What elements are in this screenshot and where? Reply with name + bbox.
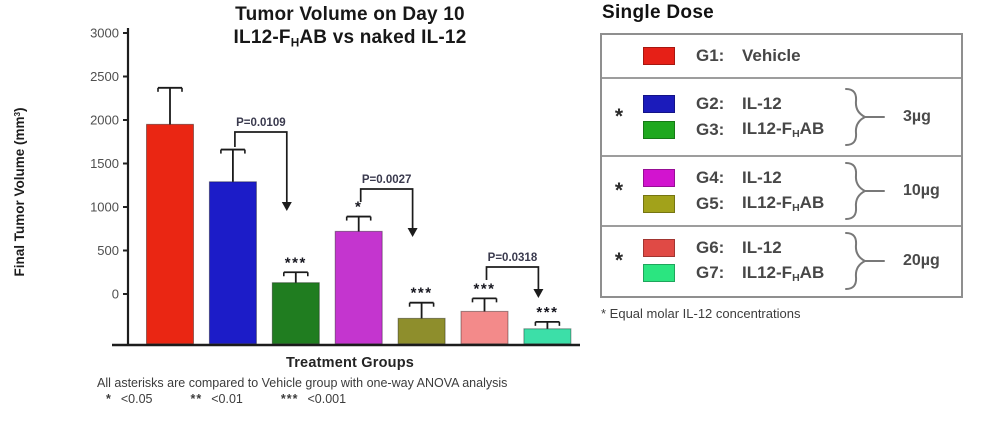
x-axis-title: Treatment Groups <box>285 355 415 371</box>
sig-stars-g7: *** <box>536 304 558 321</box>
dose-label-3ug: 3µg <box>903 108 931 125</box>
p-value-label-2: P=0.0027 <box>362 174 412 186</box>
legend-entry-g7: G7: IL12-FHAB <box>643 263 841 283</box>
legend-entry-g5: G5: IL12-FHAB <box>643 193 841 214</box>
equal-molar-asterisk: * <box>614 105 624 128</box>
y-tick-label: 2000 <box>90 113 119 128</box>
sig-level-2: ** <0.01 <box>190 392 243 406</box>
bar-g6 <box>460 310 509 345</box>
legend-entry-g6: G6: IL-12 <box>643 238 841 258</box>
legend-entry-g1: G1: Vehicle <box>643 46 841 66</box>
bar-g7 <box>523 328 572 345</box>
sig-level-1: * <0.05 <box>106 392 153 406</box>
dose-label-10ug: 10µg <box>903 182 940 199</box>
comparison-arrowhead-2 <box>407 228 418 237</box>
significance-key: * <0.05 ** <0.01 *** <0.001 <box>106 392 346 406</box>
dose-brace <box>841 160 903 222</box>
bar-g2 <box>208 181 257 345</box>
y-tick-label: 3000 <box>90 26 119 41</box>
g4-color-swatch <box>643 169 675 188</box>
g5-color-swatch <box>643 194 675 213</box>
p-value-label-1: P=0.0109 <box>236 117 286 129</box>
legend-entry-g3: G3: IL12-FHAB <box>643 119 841 140</box>
y-tick-label: 1000 <box>90 200 119 215</box>
dose-label-20ug: 20µg <box>903 251 940 269</box>
anova-footnote: All asterisks are compared to Vehicle gr… <box>97 376 508 390</box>
chart-title-line1: Tumor Volume on Day 10 <box>235 4 465 25</box>
y-tick-label: 2500 <box>90 69 119 84</box>
legend-row-20ug: * G6: IL-12 G7: IL12-FHAB 20µg <box>602 227 961 294</box>
comparison-bracket-2 <box>359 188 414 229</box>
legend-row-3ug: * G2: IL-12 G3: IL12-FHAB 3µg <box>602 79 961 157</box>
comparison-bracket-1 <box>234 131 288 203</box>
bar-g1 <box>146 123 194 345</box>
sig-stars-g3: *** <box>285 254 307 271</box>
dose-brace <box>841 86 903 148</box>
sig-stars-g5: *** <box>411 285 433 302</box>
chart-title-line2: IL12-FHAB vs naked IL-12 <box>233 27 467 50</box>
g6-color-swatch <box>643 238 675 257</box>
comparison-bracket-3 <box>485 266 540 290</box>
y-tick-label: 500 <box>97 243 119 258</box>
bar-g3 <box>271 282 320 345</box>
legend-box: G1: Vehicle * G2: IL-12 G3: IL12-FHAB <box>600 33 963 298</box>
p-value-label-3: P=0.0318 <box>488 252 538 264</box>
sig-stars-g6: *** <box>473 280 495 297</box>
legend-heading: Single Dose <box>602 2 715 23</box>
sig-stars-g4: * <box>355 199 362 216</box>
bar-g4 <box>334 230 383 345</box>
dose-brace <box>841 230 903 292</box>
chart-title: Tumor Volume on Day 10 IL12-FHAB vs nake… <box>115 3 585 54</box>
legend-row-10ug: * G4: IL-12 G5: IL12-FHAB 10µg <box>602 157 961 227</box>
comparison-arrowhead-1 <box>281 202 292 211</box>
y-tick-label: 1500 <box>90 156 119 171</box>
y-tick-label: 0 <box>112 287 119 302</box>
g3-color-swatch <box>643 120 675 139</box>
sig-level-3: *** <0.001 <box>280 392 347 406</box>
equal-molar-asterisk: * <box>614 179 624 202</box>
comparison-arrowhead-3 <box>533 289 544 298</box>
g1-color-swatch <box>643 47 675 65</box>
legend-entry-g2: G2: IL-12 <box>643 94 841 114</box>
legend-footnote: * Equal molar IL-12 concentrations <box>601 306 801 321</box>
legend-entry-g4: G4: IL-12 <box>643 168 841 188</box>
legend-row-vehicle: G1: Vehicle <box>602 35 961 79</box>
bar-g5 <box>397 317 446 345</box>
g2-color-swatch <box>643 95 675 114</box>
equal-molar-asterisk: * <box>614 248 624 272</box>
g7-color-swatch <box>643 264 675 282</box>
